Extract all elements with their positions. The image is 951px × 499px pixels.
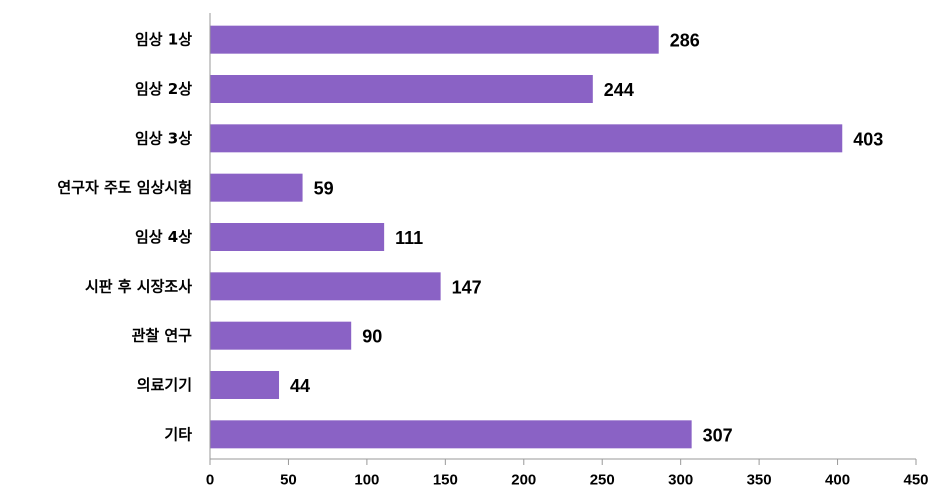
data-label: 286 [670,31,700,51]
bar [210,124,843,153]
bar [210,371,280,399]
data-label: 59 [314,179,334,199]
data-label: 307 [703,425,733,445]
x-tick-label: 400 [825,472,850,489]
x-tick-label: 150 [433,472,458,489]
category-label: 의료기기 [137,376,192,394]
x-tick-label: 100 [354,472,379,489]
x-tick-label: 200 [511,472,536,489]
data-label: 90 [362,327,382,347]
x-tick-label: 0 [206,472,214,489]
bar [210,272,441,301]
category-label: 관찰 연구 [132,327,193,345]
bar [210,25,659,54]
category-label: 시판 후 시장조사 [85,277,192,295]
data-label: 244 [604,80,634,100]
category-label: 기타 [164,425,192,443]
x-tick-label: 450 [903,472,928,489]
data-label: 147 [452,277,482,297]
category-label: 임상 4상 [135,228,192,246]
x-tick-label: 350 [747,472,772,489]
category-label: 임상 1상 [135,31,192,49]
bar [210,75,593,103]
data-label: 44 [290,376,310,396]
bar [210,321,352,350]
bar [210,420,692,449]
x-tick-label: 300 [668,472,693,489]
data-label: 111 [395,228,423,248]
x-tick-label: 50 [280,472,297,489]
x-tick-label: 250 [590,472,615,489]
category-label: 연구자 주도 임상시험 [57,179,192,197]
category-label: 임상 3상 [135,129,192,147]
bar [210,223,385,251]
bars-group: 286 244 403 59 111 147 90 44 307 [210,25,883,449]
data-label: 403 [853,129,883,149]
category-label: 임상 2상 [135,80,192,98]
bar [210,173,303,202]
